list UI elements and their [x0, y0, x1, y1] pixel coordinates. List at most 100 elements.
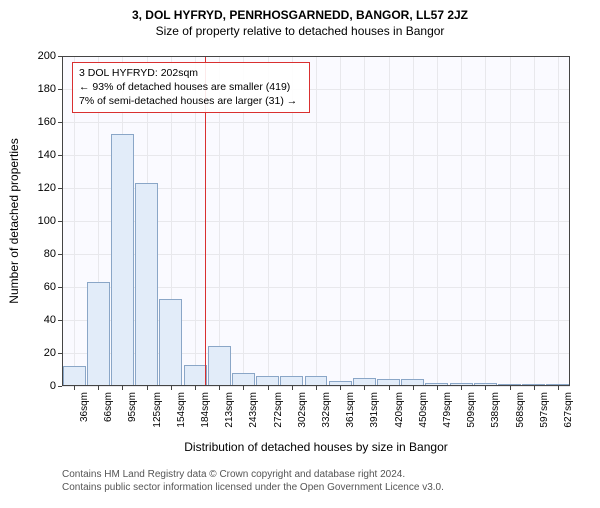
histogram-bar: [87, 282, 110, 386]
ytick-mark: [58, 56, 62, 57]
xtick-label: 391sqm: [369, 392, 380, 428]
xtick-label: 332sqm: [321, 392, 332, 428]
xtick-mark: [510, 386, 511, 390]
xtick-label: 125sqm: [152, 392, 163, 428]
ytick-label: 0: [26, 380, 56, 392]
histogram-bar: [184, 365, 207, 386]
ytick-mark: [58, 386, 62, 387]
histogram-bar: [159, 299, 182, 386]
xtick-label: 302sqm: [297, 392, 308, 428]
attribution-line: Contains HM Land Registry data © Crown c…: [62, 468, 444, 481]
gridline-v: [558, 56, 559, 386]
gridline-v: [364, 56, 365, 386]
annotation-line: ← 93% of detached houses are smaller (41…: [79, 80, 303, 94]
gridline-v: [510, 56, 511, 386]
xtick-label: 479sqm: [442, 392, 453, 428]
ytick-label: 160: [26, 116, 56, 128]
gridline-v: [485, 56, 486, 386]
gridline-v: [413, 56, 414, 386]
xtick-mark: [122, 386, 123, 390]
xtick-mark: [534, 386, 535, 390]
ytick-label: 40: [26, 314, 56, 326]
ytick-label: 120: [26, 182, 56, 194]
xtick-label: 450sqm: [418, 392, 429, 428]
gridline-v: [316, 56, 317, 386]
y-axis-label: Number of detached properties: [7, 138, 21, 303]
xtick-label: 213sqm: [224, 392, 235, 428]
xtick-mark: [340, 386, 341, 390]
xtick-mark: [171, 386, 172, 390]
xtick-label: 184sqm: [200, 392, 211, 428]
ytick-mark: [58, 155, 62, 156]
histogram-bar: [232, 373, 255, 386]
xtick-label: 627sqm: [563, 392, 574, 428]
attribution-line: Contains public sector information licen…: [62, 481, 444, 494]
annotation-line: 7% of semi-detached houses are larger (3…: [79, 94, 303, 108]
histogram-bar: [208, 346, 231, 386]
histogram-bar: [256, 376, 279, 386]
histogram-bar: [63, 366, 86, 386]
ytick-mark: [58, 353, 62, 354]
histogram-bar: [377, 379, 400, 386]
xtick-mark: [98, 386, 99, 390]
histogram-bar: [305, 376, 328, 386]
xtick-label: 568sqm: [515, 392, 526, 428]
ytick-label: 200: [26, 50, 56, 62]
ytick-label: 180: [26, 83, 56, 95]
xtick-mark: [364, 386, 365, 390]
ytick-mark: [58, 188, 62, 189]
ytick-mark: [58, 221, 62, 222]
xtick-mark: [485, 386, 486, 390]
ytick-mark: [58, 287, 62, 288]
ytick-label: 140: [26, 149, 56, 161]
xtick-mark: [147, 386, 148, 390]
xtick-mark: [243, 386, 244, 390]
histogram-bar: [135, 183, 158, 386]
xtick-label: 243sqm: [248, 392, 259, 428]
xtick-mark: [268, 386, 269, 390]
chart-title-main: 3, DOL HYFRYD, PENRHOSGARNEDD, BANGOR, L…: [0, 8, 600, 22]
ytick-label: 60: [26, 281, 56, 293]
histogram-bar: [111, 134, 134, 386]
xtick-label: 361sqm: [345, 392, 356, 428]
ytick-mark: [58, 122, 62, 123]
xtick-label: 66sqm: [103, 392, 114, 422]
ytick-label: 20: [26, 347, 56, 359]
histogram-bar: [401, 379, 424, 386]
chart-title-sub: Size of property relative to detached ho…: [0, 24, 600, 38]
xtick-label: 597sqm: [539, 392, 550, 428]
gridline-v: [437, 56, 438, 386]
ytick-label: 80: [26, 248, 56, 260]
xtick-label: 272sqm: [273, 392, 284, 428]
gridline-v: [340, 56, 341, 386]
xtick-mark: [74, 386, 75, 390]
xtick-label: 538sqm: [490, 392, 501, 428]
xtick-mark: [219, 386, 220, 390]
ytick-mark: [58, 89, 62, 90]
xtick-mark: [413, 386, 414, 390]
gridline-v: [461, 56, 462, 386]
annotation-line: 3 DOL HYFRYD: 202sqm: [79, 66, 303, 80]
histogram-bar: [280, 376, 303, 386]
xtick-label: 509sqm: [466, 392, 477, 428]
xtick-mark: [437, 386, 438, 390]
gridline-v: [389, 56, 390, 386]
xtick-label: 36sqm: [79, 392, 90, 422]
gridline-v: [534, 56, 535, 386]
ytick-label: 100: [26, 215, 56, 227]
xtick-mark: [389, 386, 390, 390]
ytick-mark: [58, 254, 62, 255]
xtick-mark: [195, 386, 196, 390]
histogram-bar: [353, 378, 376, 386]
xtick-mark: [461, 386, 462, 390]
xtick-label: 154sqm: [176, 392, 187, 428]
xtick-mark: [292, 386, 293, 390]
xtick-mark: [316, 386, 317, 390]
annotation-box: 3 DOL HYFRYD: 202sqm ← 93% of detached h…: [72, 62, 310, 113]
xtick-label: 95sqm: [127, 392, 138, 422]
xtick-mark: [558, 386, 559, 390]
ytick-mark: [58, 320, 62, 321]
x-axis-label: Distribution of detached houses by size …: [62, 440, 570, 454]
xtick-label: 420sqm: [394, 392, 405, 428]
attribution-text: Contains HM Land Registry data © Crown c…: [62, 468, 444, 494]
